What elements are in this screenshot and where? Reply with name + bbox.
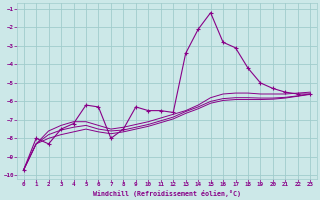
X-axis label: Windchill (Refroidissement éolien,°C): Windchill (Refroidissement éolien,°C) — [93, 190, 241, 197]
